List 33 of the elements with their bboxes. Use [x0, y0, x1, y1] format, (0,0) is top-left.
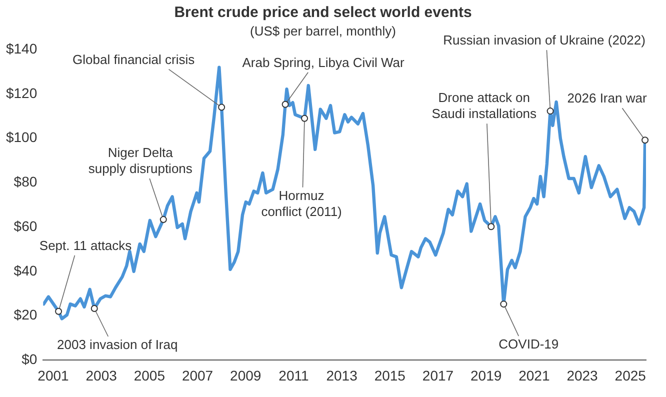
- annotation: Niger Delta supply disruptions: [88, 145, 193, 176]
- x-tick-label: 2001: [38, 367, 70, 384]
- x-tick-label: 2021: [518, 367, 550, 384]
- annotation: 2003 invasion of Iraq: [57, 337, 178, 352]
- x-tick-label: 2011: [278, 367, 309, 384]
- x-tick-label: 2005: [134, 367, 166, 384]
- y-tick-label: $100: [6, 129, 38, 146]
- annotation: Drone attack on Saudi installations: [432, 90, 538, 122]
- annotation: Arab Spring, Libya Civil War: [242, 54, 406, 70]
- x-tick-label: 2017: [422, 367, 454, 384]
- annotation: Sept. 11 attacks: [39, 238, 132, 253]
- y-tick-label: $0: [22, 351, 38, 368]
- x-tick-label: 2013: [326, 367, 358, 384]
- x-tick-label: 2007: [182, 367, 214, 384]
- x-tick-label: 2009: [230, 367, 262, 384]
- annotation: Hormuz conflict (2011): [261, 188, 342, 219]
- x-tick-label: 2003: [86, 367, 118, 384]
- y-tick-label: $120: [6, 84, 38, 101]
- annotation: COVID-19: [498, 336, 559, 352]
- x-tick-label: 2019: [470, 367, 502, 384]
- y-tick-label: $140: [6, 40, 38, 56]
- chart-subtitle: (US$ per barrel, monthly): [250, 23, 396, 38]
- x-tick-label: 2025: [614, 367, 646, 384]
- x-tick-label: 2023: [566, 367, 598, 384]
- annotation: Russian invasion of Ukraine (2022): [443, 32, 646, 48]
- y-tick-label: $20: [14, 306, 38, 323]
- chart-title: Brent crude price and select world events: [174, 4, 472, 22]
- x-tick-label: 2015: [374, 367, 406, 384]
- annotation: Global financial crisis: [72, 52, 196, 67]
- y-tick-label: $60: [14, 218, 38, 234]
- y-tick-label: $80: [14, 174, 38, 190]
- y-tick-label: $40: [14, 262, 38, 278]
- annotation: 2026 Iran war: [567, 90, 648, 106]
